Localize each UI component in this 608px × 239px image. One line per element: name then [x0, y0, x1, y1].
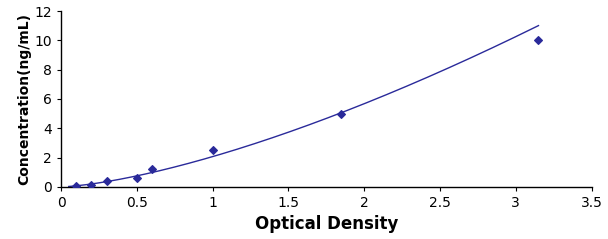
Y-axis label: Concentration(ng/mL): Concentration(ng/mL) — [18, 13, 32, 185]
X-axis label: Optical Density: Optical Density — [255, 215, 398, 234]
